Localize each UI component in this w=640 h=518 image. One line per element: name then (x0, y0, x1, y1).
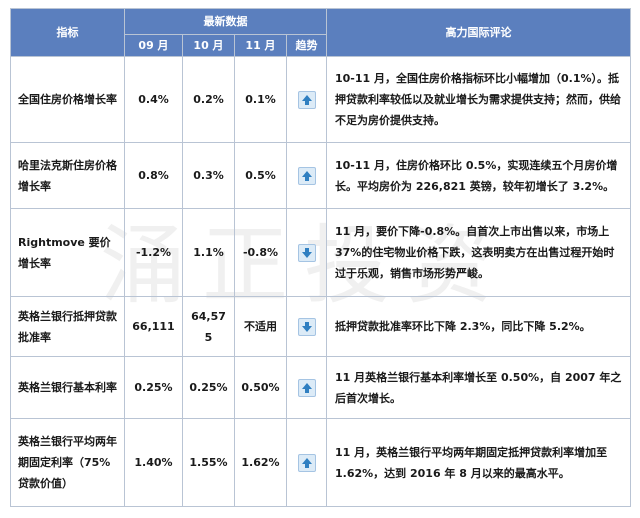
trend-cell (286, 142, 327, 209)
trend-cell (286, 296, 327, 357)
table-row: 全国住房价格增长率 0.4% 0.2% 0.1% 10-11 月，全国住房价格指… (10, 56, 631, 143)
arrow-down-icon (297, 244, 316, 262)
header-indicator: 指标 (10, 8, 125, 57)
value-sep: 66,111 (124, 296, 183, 357)
value-nov: -0.8% (234, 208, 287, 297)
row-label: 全国住房价格增长率 (10, 56, 125, 143)
arrow-up-icon (297, 91, 316, 109)
arrow-down-icon (297, 318, 316, 336)
trend-cell (286, 418, 327, 507)
row-comment: 10-11 月，住房价格环比 0.5%，实现连续五个月房价增长。平均房价为 22… (326, 142, 631, 209)
arrow-up-icon (297, 454, 316, 472)
table-row: 英格兰银行抵押贷款批准率 66,111 64,575 不适用 抵押贷款批准率环比… (10, 296, 631, 357)
value-sep: 1.40% (124, 418, 183, 507)
trend-cell (286, 356, 327, 419)
header-month-sep: 09 月 (124, 34, 183, 57)
value-nov: 不适用 (234, 296, 287, 357)
value-nov: 0.5% (234, 142, 287, 209)
value-oct: 64,575 (182, 296, 235, 357)
value-sep: 0.8% (124, 142, 183, 209)
value-nov: 0.1% (234, 56, 287, 143)
header-month-oct: 10 月 (182, 34, 235, 57)
value-sep: 0.4% (124, 56, 183, 143)
trend-cell (286, 56, 327, 143)
header-month-nov: 11 月 (234, 34, 287, 57)
row-comment: 10-11 月，全国住房价格指标环比小幅增加（0.1%）。抵押贷款利率较低以及就… (326, 56, 631, 143)
header-commentary: 高力国际评论 (326, 8, 631, 57)
header-latest-data: 最新数据 (124, 8, 327, 35)
table-row: 英格兰银行平均两年期固定利率（75%贷款价值） 1.40% 1.55% 1.62… (10, 418, 631, 507)
value-sep: -1.2% (124, 208, 183, 297)
value-nov: 1.62% (234, 418, 287, 507)
row-label: 哈里法克斯住房价格增长率 (10, 142, 125, 209)
row-label: 英格兰银行抵押贷款批准率 (10, 296, 125, 357)
arrow-up-icon (297, 379, 316, 397)
row-comment: 11 月英格兰银行基本利率增长至 0.50%，自 2007 年之后首次增长。 (326, 356, 631, 419)
table-row: 哈里法克斯住房价格增长率 0.8% 0.3% 0.5% 10-11 月，住房价格… (10, 142, 631, 209)
housing-indicators-table: 指标 最新数据 高力国际评论 09 月 10 月 11 月 趋势 全国住房价格增… (10, 8, 631, 507)
value-sep: 0.25% (124, 356, 183, 419)
value-nov: 0.50% (234, 356, 287, 419)
row-comment: 11 月，要价下降-0.8%。自首次上市出售以来，市场上 37%的住宅物业价格下… (326, 208, 631, 297)
row-label: Rightmove 要价增长率 (10, 208, 125, 297)
table-row: 英格兰银行基本利率 0.25% 0.25% 0.50% 11 月英格兰银行基本利… (10, 356, 631, 419)
value-oct: 1.1% (182, 208, 235, 297)
row-label: 英格兰银行基本利率 (10, 356, 125, 419)
table-row: Rightmove 要价增长率 -1.2% 1.1% -0.8% 11 月，要价… (10, 208, 631, 297)
value-oct: 0.3% (182, 142, 235, 209)
row-label: 英格兰银行平均两年期固定利率（75%贷款价值） (10, 418, 125, 507)
header-trend: 趋势 (286, 34, 327, 57)
value-oct: 0.2% (182, 56, 235, 143)
row-comment: 抵押贷款批准率环比下降 2.3%，同比下降 5.2%。 (326, 296, 631, 357)
row-comment: 11 月，英格兰银行平均两年期固定抵押贷款利率增加至 1.62%，达到 2016… (326, 418, 631, 507)
value-oct: 1.55% (182, 418, 235, 507)
value-oct: 0.25% (182, 356, 235, 419)
trend-cell (286, 208, 327, 297)
arrow-up-icon (297, 167, 316, 185)
